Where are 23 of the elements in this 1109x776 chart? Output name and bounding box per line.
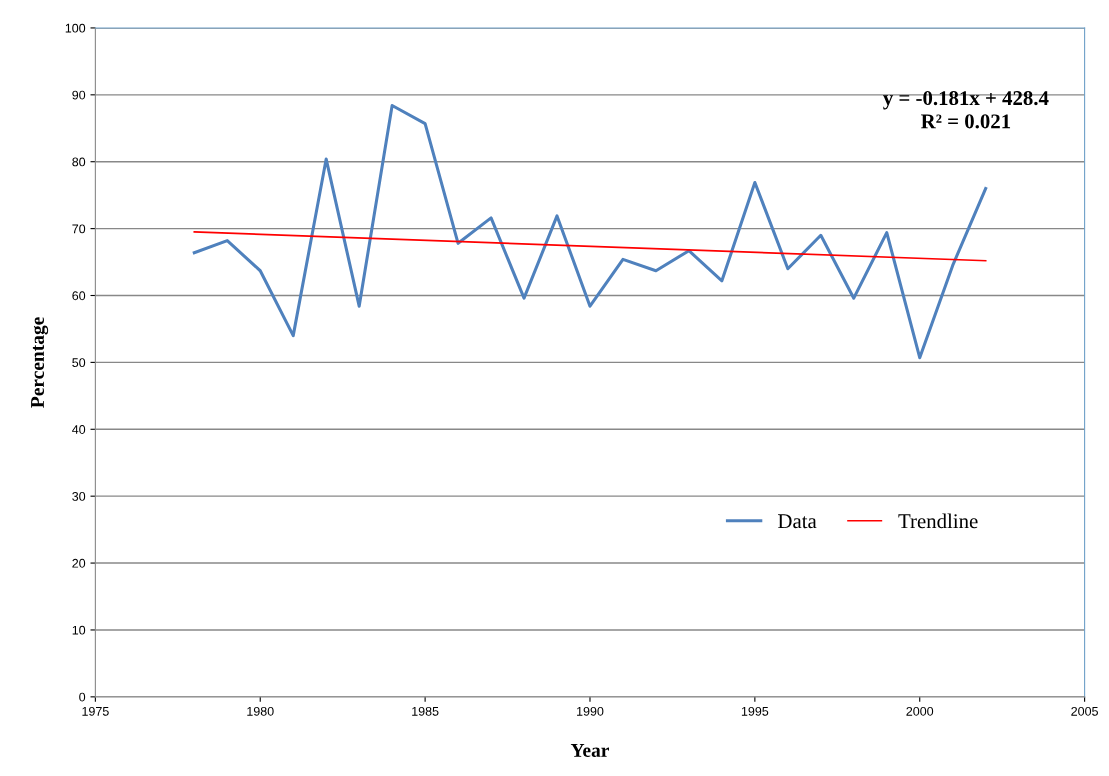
y-tick-label: 10 <box>72 625 86 635</box>
y-tick-label: 40 <box>72 425 86 434</box>
x-tick-label: 1995 <box>741 706 769 716</box>
legend-label: Trendline <box>898 513 978 529</box>
y-tick-label: 0 <box>79 692 86 702</box>
x-axis-title: Year <box>570 743 609 757</box>
y-tick-label: 70 <box>72 224 86 234</box>
y-tick-label: 90 <box>72 90 86 100</box>
y-tick-label: 50 <box>72 358 86 368</box>
legend-label: Data <box>778 514 817 529</box>
y-tick-label: 30 <box>72 491 86 501</box>
y-tick-label: 80 <box>72 157 86 167</box>
y-axis-title: Percentage <box>31 317 49 408</box>
x-tick-label: 1980 <box>247 706 274 716</box>
x-tick-label: 2000 <box>906 706 934 716</box>
y-tick-label: 20 <box>72 558 86 568</box>
x-tick-label: 1990 <box>577 706 604 716</box>
x-tick-label: 1975 <box>82 706 109 716</box>
y-tick-label: 100 <box>65 23 86 33</box>
x-tick-label: 2005 <box>1071 706 1098 716</box>
x-tick-label: 1985 <box>412 706 439 716</box>
annotation: y = -0.181x + 428.4 R² = 0.021 <box>883 91 1049 129</box>
y-tick-label: 60 <box>72 291 86 301</box>
